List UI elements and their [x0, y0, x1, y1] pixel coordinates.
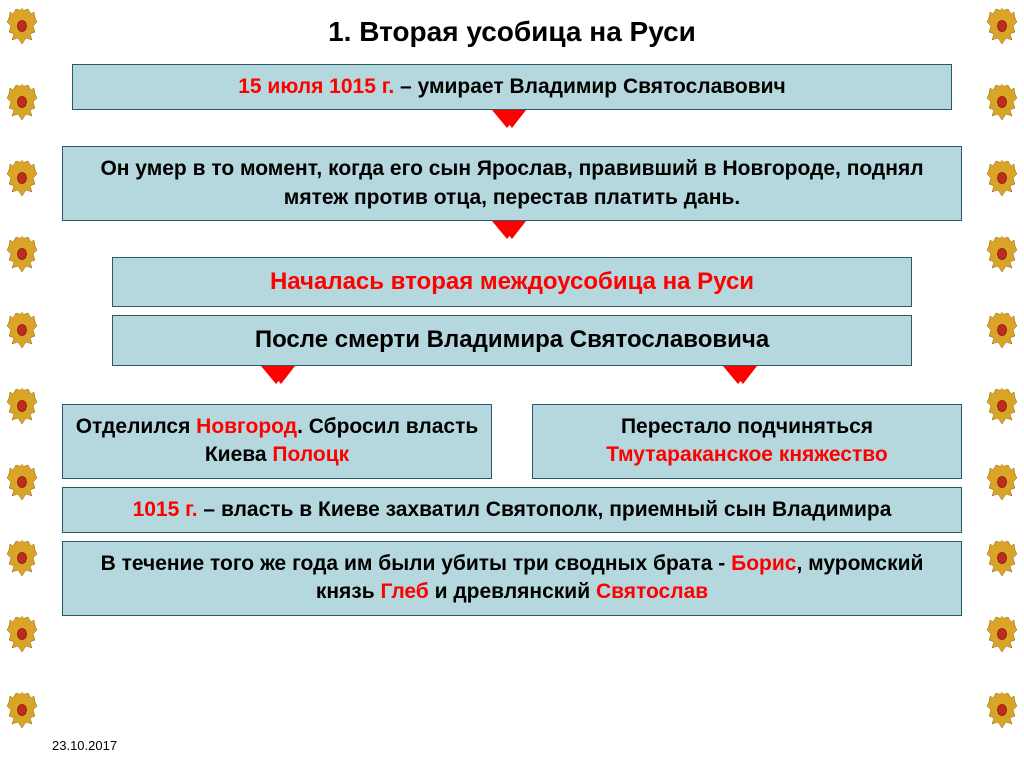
eagle-emblem-icon	[5, 464, 39, 502]
eagle-emblem-icon	[5, 8, 39, 46]
eagle-emblem-icon	[985, 160, 1019, 198]
eagle-emblem-icon	[985, 388, 1019, 426]
box-6: 1015 г. – власть в Киеве захватил Святоп…	[62, 487, 962, 533]
emblem-strip-right	[982, 0, 1022, 767]
eagle-emblem-icon	[5, 236, 39, 274]
eagle-emblem-icon	[5, 616, 39, 654]
eagle-emblem-icon	[5, 312, 39, 350]
eagle-emblem-icon	[5, 388, 39, 426]
eagle-emblem-icon	[985, 464, 1019, 502]
emblem-strip-left	[2, 0, 42, 767]
slide-content: 1. Вторая усобица на Руси 15 июля 1015 г…	[50, 16, 974, 616]
arrow-2	[50, 221, 974, 257]
eagle-emblem-icon	[985, 84, 1019, 122]
arrow-pair	[50, 366, 974, 404]
box-5a: Отделился Новгород. Сбросил власть Киева…	[62, 404, 492, 479]
eagle-emblem-icon	[985, 692, 1019, 730]
footer-date: 23.10.2017	[52, 738, 117, 753]
box-4: После смерти Владимира Святославовича	[112, 315, 912, 365]
box-7: В течение того же года им были убиты три…	[62, 541, 962, 616]
eagle-emblem-icon	[5, 540, 39, 578]
eagle-emblem-icon	[985, 236, 1019, 274]
eagle-emblem-icon	[985, 8, 1019, 46]
box-3: Началась вторая междоусобица на Руси	[112, 257, 912, 307]
slide-title: 1. Вторая усобица на Руси	[328, 16, 696, 48]
split-row: Отделился Новгород. Сбросил власть Киева…	[50, 404, 974, 479]
eagle-emblem-icon	[5, 692, 39, 730]
eagle-emblem-icon	[5, 160, 39, 198]
eagle-emblem-icon	[985, 540, 1019, 578]
arrow-1	[50, 110, 974, 146]
box-2: Он умер в то момент, когда его сын Яросл…	[62, 146, 962, 221]
eagle-emblem-icon	[985, 616, 1019, 654]
box-5b: Перестало подчиняться Тмутараканское кня…	[532, 404, 962, 479]
eagle-emblem-icon	[985, 312, 1019, 350]
eagle-emblem-icon	[5, 84, 39, 122]
box-1: 15 июля 1015 г. – умирает Владимир Свято…	[72, 64, 952, 110]
